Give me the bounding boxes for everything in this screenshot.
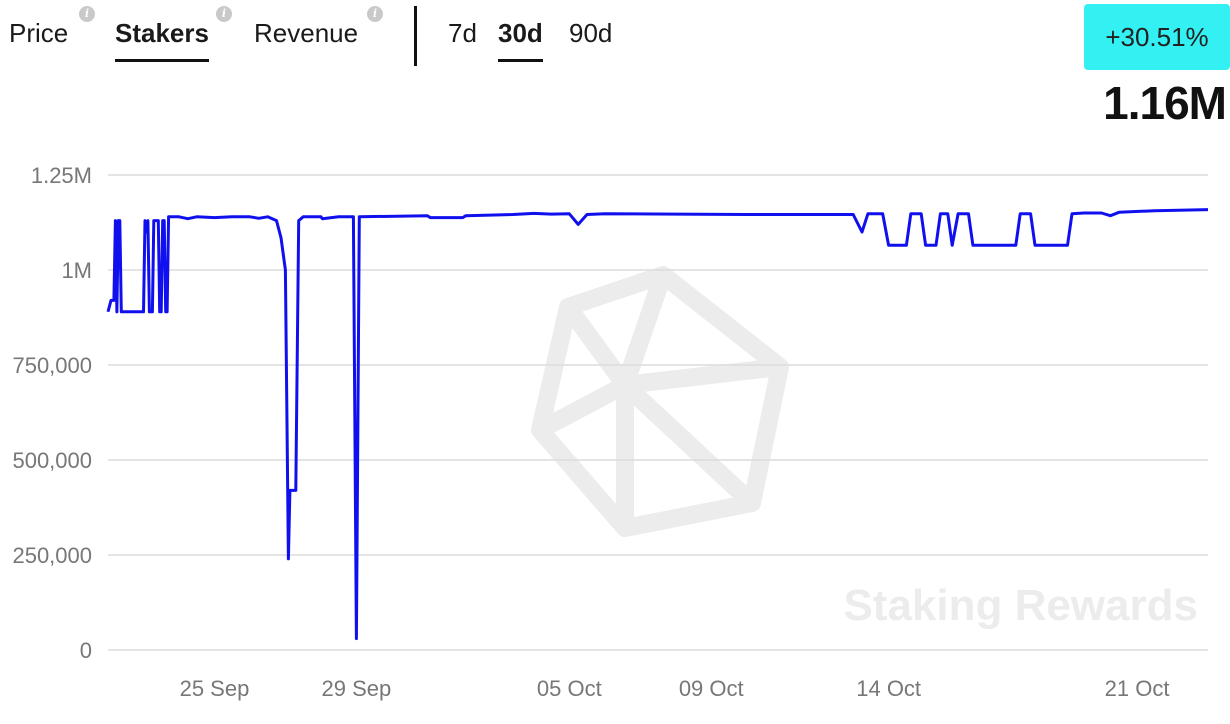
period-90d[interactable]: 90d [569,18,613,48]
y-tick-label: 0 [80,638,92,663]
change-badge: +30.51% [1084,4,1230,70]
info-icon[interactable]: i [367,6,383,22]
x-tick-label: 25 Sep [180,676,250,701]
y-tick-label: 750,000 [12,353,92,378]
y-tick-label: 1M [61,258,92,283]
y-tick-label: 1.25M [31,163,92,188]
chart-toolbar: Price i Stakers i Revenue i 7d 30d 90d [0,0,650,70]
watermark-text: Staking Rewards [843,581,1198,630]
watermark-logo: Staking Rewards [531,266,1198,630]
x-tick-label: 05 Oct [537,676,602,701]
period-7d[interactable]: 7d [448,18,477,48]
info-icon[interactable]: i [79,6,95,22]
tab-revenue[interactable]: Revenue [254,18,359,48]
tab-stakers[interactable]: Stakers [115,18,209,62]
series-line [106,208,1209,641]
stakers-line-chart: Staking Rewards 0 250,000 500,000 750,000 1M… [12,163,1209,701]
tab-divider [414,6,417,66]
y-tick-label: 250,000 [12,543,92,568]
period-30d[interactable]: 30d [498,18,543,62]
y-tick-label: 500,000 [12,448,92,473]
x-tick-label: 21 Oct [1105,676,1170,701]
x-tick-label: 09 Oct [679,676,744,701]
current-stakers-value: 1.16M [1103,77,1227,129]
x-tick-label: 29 Sep [322,676,392,701]
info-icon[interactable]: i [216,6,232,22]
x-tick-label: 14 Oct [856,676,921,701]
tab-price[interactable]: Price [9,18,69,48]
